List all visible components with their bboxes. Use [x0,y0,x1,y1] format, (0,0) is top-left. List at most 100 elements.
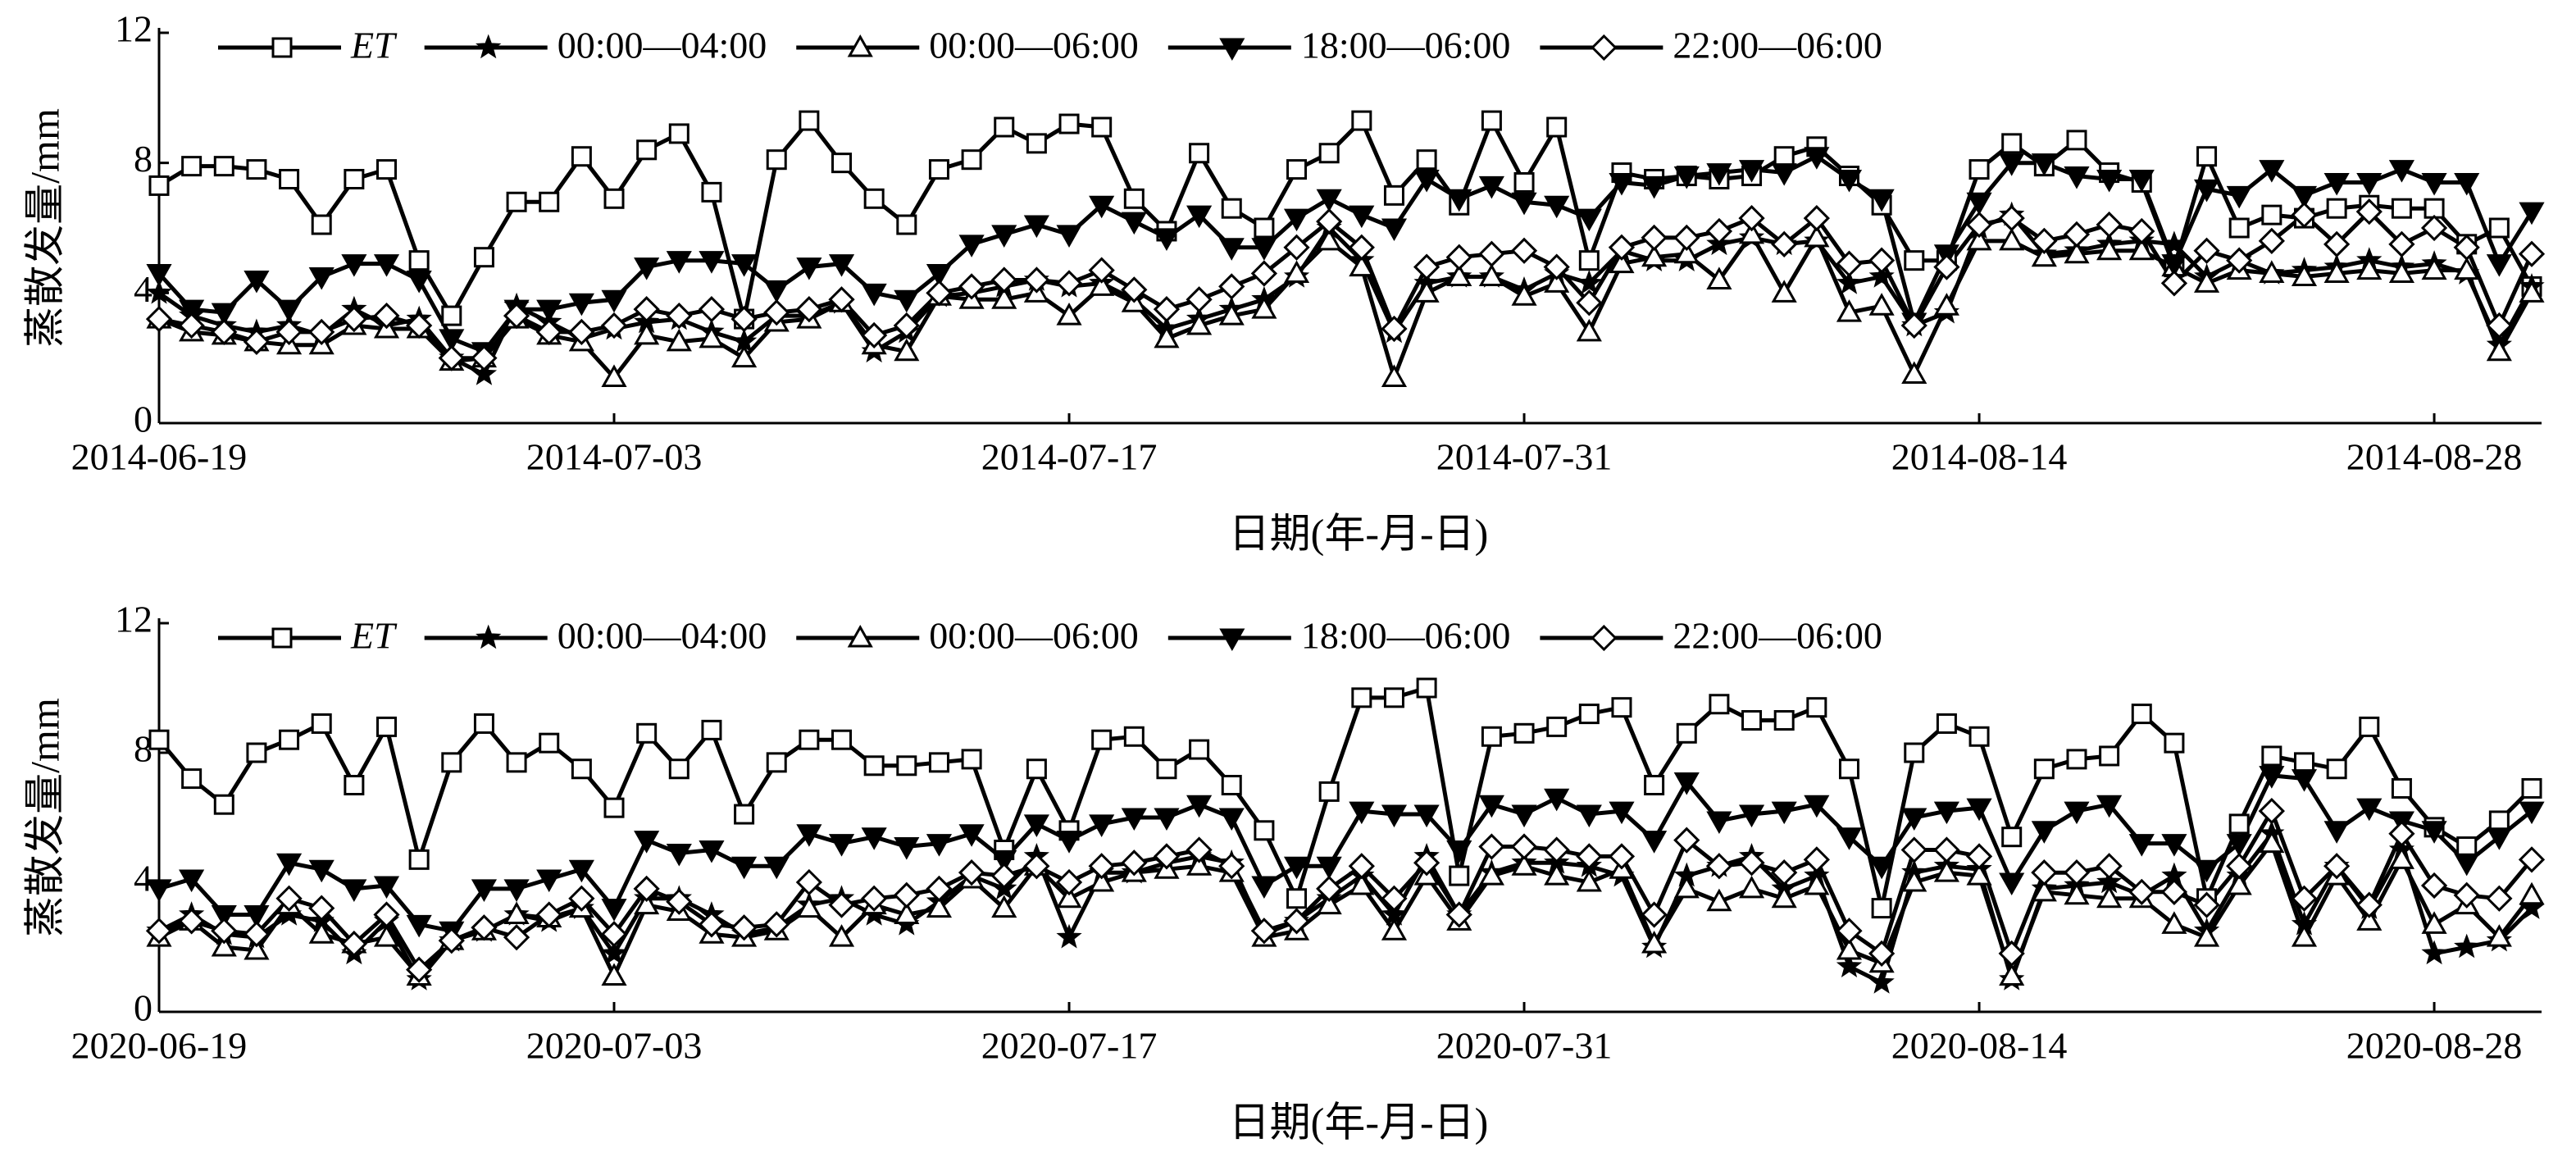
marker-diamond [145,305,173,333]
marker-triangle [2388,846,2414,869]
marker-triangle [847,624,873,648]
marker-square [246,159,267,180]
x-axis-label: 日期(年-月-日) [1229,510,1489,556]
marker-triangle [1706,266,1732,289]
marker-diamond [861,885,888,912]
y-tick-label: 12 [115,599,152,640]
marker-square [441,305,462,326]
marker-diamond [1705,217,1733,245]
marker-diamond [1218,853,1245,880]
marker-triangle-down [1056,831,1082,854]
marker-triangle [1381,364,1408,387]
marker-triangle [308,921,335,944]
marker-triangle-down [1413,804,1440,828]
marker-square [1546,716,1568,737]
marker-triangle-down [568,293,594,317]
legend-label: 22:00—06:00 [1673,615,1882,657]
marker-diamond [990,862,1017,890]
marker-diamond [308,895,335,922]
marker-diamond [763,911,790,938]
marker-triangle [894,901,920,924]
marker-diamond [2388,230,2415,257]
marker-triangle [1316,891,1342,915]
marker-square [1806,697,1827,718]
legend-bg [213,617,221,659]
x-tick-label: 2014-08-14 [1891,436,2068,478]
marker-triangle-down [341,879,367,902]
marker-triangle [1186,853,1213,876]
marker-triangle-down [2259,766,2285,789]
marker-triangle [699,325,725,348]
marker-triangle-down [2226,185,2252,209]
marker-triangle [634,891,660,915]
legend-label: 00:00—06:00 [929,25,1139,66]
marker-star [471,361,498,385]
marker-triangle [1251,296,1277,319]
marker-triangle [1511,283,1537,306]
marker-diamond [503,302,530,330]
marker-triangle-down [146,879,172,902]
marker-triangle [1966,863,1992,886]
marker-triangle-down [373,876,400,899]
marker-star [2161,230,2187,256]
marker-triangle [1446,263,1472,286]
marker-triangle-down [179,299,205,323]
marker-triangle-down [958,235,985,257]
marker-square [1383,184,1404,206]
marker-square [1741,710,1763,731]
marker-diamond [2518,846,2546,873]
marker-triangle [1933,859,1959,882]
marker-star [1056,923,1082,949]
marker-triangle [1771,280,1797,303]
marker-diamond [666,888,693,915]
marker-square [2488,217,2510,239]
marker-square [2261,745,2282,767]
marker-triangle-down [243,905,270,928]
marker-diamond [1121,849,1148,877]
marker-triangle [2421,257,2447,280]
marker-triangle-down [2226,834,2252,857]
marker-triangle [1706,888,1732,912]
marker-triangle-down [1154,228,1180,251]
marker-diamond [1186,286,1213,313]
marker-triangle [2064,881,2090,905]
marker-triangle [1641,931,1668,954]
marker-star [1836,953,1863,977]
marker-diamond [471,344,498,371]
marker-triangle [1641,244,1668,267]
marker-diamond [958,859,985,886]
marker-triangle-down [601,899,627,922]
marker-square [831,729,853,750]
marker-triangle [926,895,953,918]
marker-square [766,149,787,171]
legend-bg [419,617,428,659]
marker-square [2359,716,2380,737]
marker-square [1416,677,1437,699]
marker-diamond [275,318,303,346]
marker-square [994,116,1015,138]
marker-triangle-down [568,859,594,883]
marker-diamond [1023,266,1050,294]
marker-triangle-down [1349,801,1375,825]
marker-triangle [1478,863,1504,886]
marker-diamond [1965,211,1993,239]
marker-diamond [1576,289,1603,317]
marker-square [896,214,917,235]
marker-diamond [1445,244,1472,271]
marker-diamond [926,875,953,903]
marker-square [2261,204,2282,225]
marker-triangle [1218,303,1245,326]
marker-triangle-down [536,299,562,323]
marker-diamond [406,312,433,339]
marker-square [1838,758,1859,780]
marker-square [1773,710,1795,731]
marker-star [146,279,172,304]
marker-triangle [796,895,822,918]
legend-label: 00:00—04:00 [558,25,767,66]
marker-diamond [2323,230,2351,257]
marker-triangle-down [926,834,953,857]
marker-square [408,250,430,271]
marker-square [1578,250,1600,271]
marker-diamond [2258,797,2285,825]
marker-square [1871,898,1892,919]
